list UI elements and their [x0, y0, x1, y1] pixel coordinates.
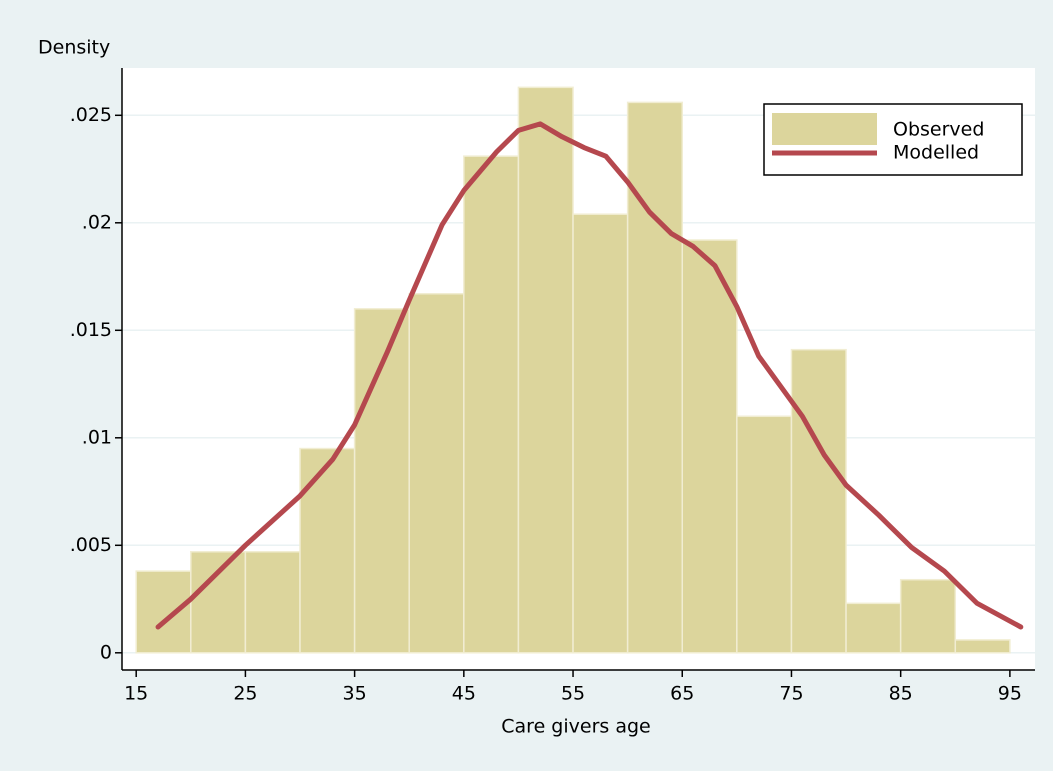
y-tick-label: .01 — [82, 426, 112, 448]
bar — [408, 293, 465, 654]
x-tick-label: 55 — [561, 683, 585, 705]
bar — [572, 213, 629, 654]
bar — [845, 602, 902, 654]
x-tick-label: 65 — [670, 683, 694, 705]
bar — [517, 86, 574, 654]
x-tick-label: 85 — [889, 683, 913, 705]
x-tick-label: 45 — [452, 683, 476, 705]
bar — [626, 101, 683, 654]
y-tick-label: .025 — [70, 104, 112, 126]
bar — [736, 415, 793, 654]
legend-label: Observed — [893, 119, 984, 141]
density-line — [155, 121, 1024, 630]
bar — [899, 578, 957, 654]
y-tick-label: 0 — [100, 641, 112, 663]
bar — [299, 447, 356, 654]
y-tick-label: .02 — [82, 211, 112, 233]
x-tick-label: 35 — [343, 683, 367, 705]
bar — [463, 155, 520, 654]
y-tick-label: .015 — [70, 319, 112, 341]
x-tick-label: 25 — [233, 683, 257, 705]
bar — [135, 570, 192, 654]
bar — [190, 551, 247, 654]
bar — [244, 551, 301, 654]
x-tick-label: 95 — [998, 683, 1022, 705]
bar — [954, 639, 1011, 654]
x-tick-label: 75 — [779, 683, 803, 705]
y-axis-label: Density — [38, 37, 110, 59]
bar — [790, 348, 847, 654]
x-tick-label: 15 — [124, 683, 148, 705]
legend-label: Modelled — [893, 142, 979, 164]
legend-swatch — [772, 113, 877, 145]
y-tick-label: .005 — [70, 534, 112, 556]
x-axis-label: Care givers age — [501, 716, 650, 738]
bar — [681, 239, 738, 654]
